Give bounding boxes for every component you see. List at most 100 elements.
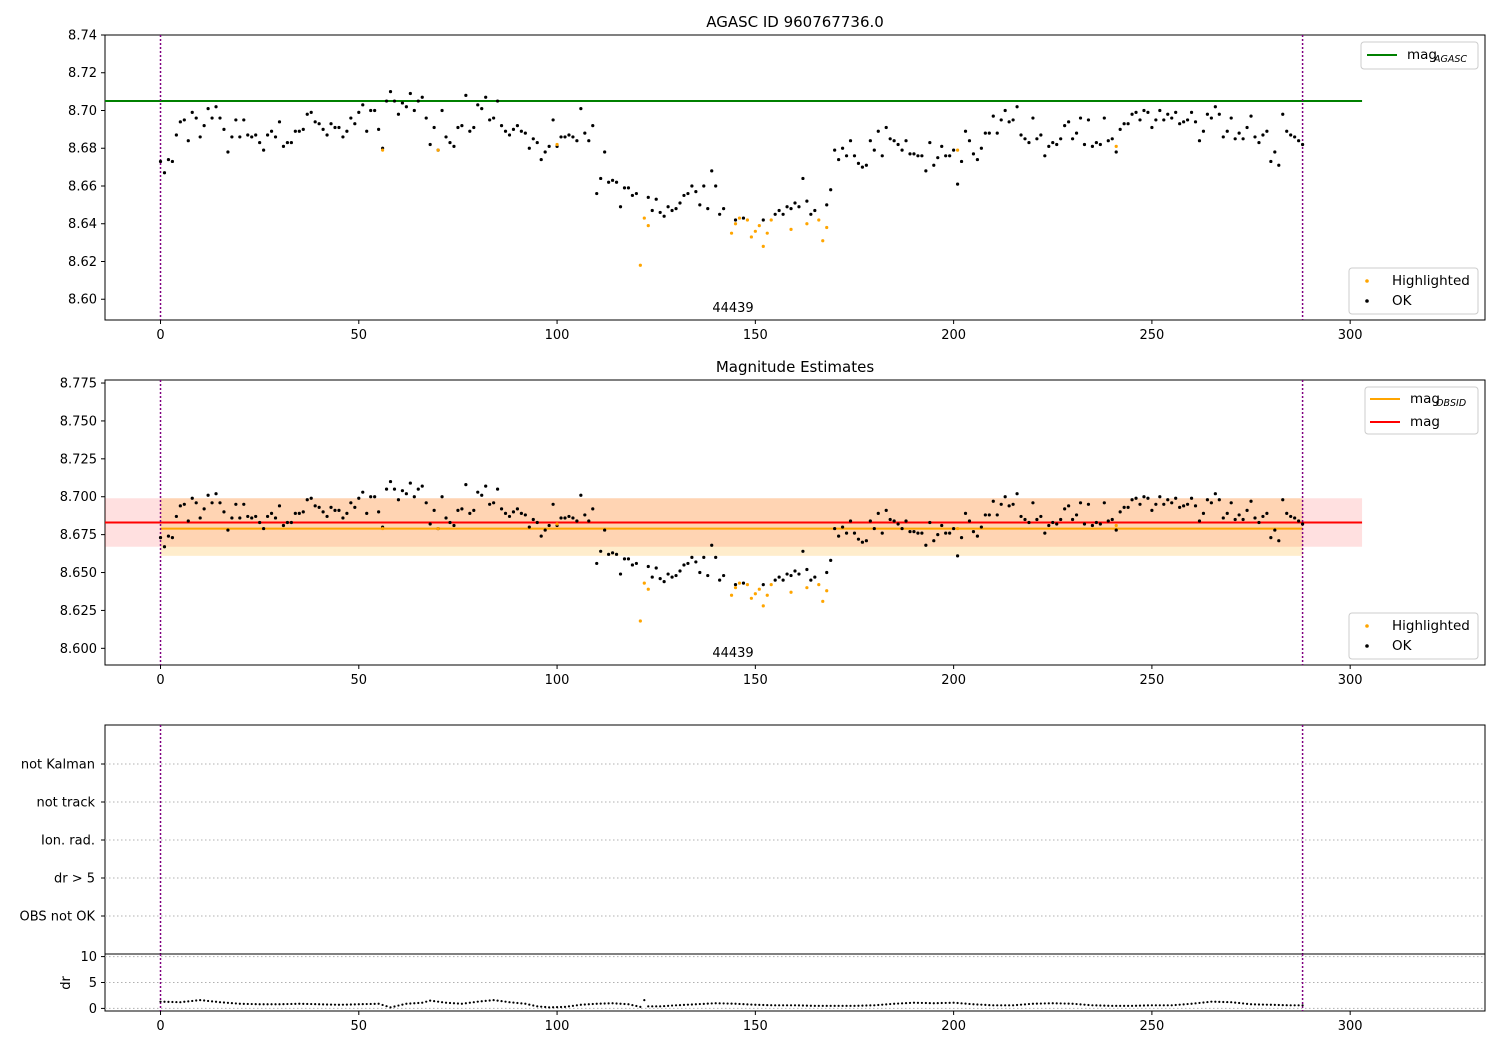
top-ok-point xyxy=(702,184,706,188)
mid-ok-point xyxy=(543,528,547,532)
mid-ok-point xyxy=(361,490,365,494)
mid-ok-point xyxy=(472,508,476,512)
dr-point xyxy=(437,1000,440,1003)
dr-point xyxy=(718,1002,721,1005)
top-ok-point xyxy=(876,129,880,133)
mid-ok-point xyxy=(678,569,682,573)
dr-point xyxy=(1182,1003,1185,1006)
dr-point xyxy=(1214,1000,1217,1003)
mid-ok-point xyxy=(353,505,357,509)
mid-ok-point xyxy=(912,529,916,534)
mid-ok-point xyxy=(250,516,254,520)
mid-ok-point xyxy=(888,517,892,522)
dr-point xyxy=(230,1002,233,1005)
top-ok-point xyxy=(1154,118,1158,122)
top-ok-point xyxy=(848,139,853,143)
mid-xtick-label: 100 xyxy=(545,673,570,688)
top-ok-point xyxy=(373,108,377,113)
dr-point xyxy=(1019,1003,1023,1006)
dr-point xyxy=(282,1003,285,1006)
dr-point xyxy=(262,1003,265,1006)
dr-point xyxy=(944,1001,947,1005)
dr-point xyxy=(710,1002,713,1005)
dr-point xyxy=(849,1004,852,1007)
top-ok-point xyxy=(599,176,603,181)
dr-point xyxy=(397,1004,400,1007)
mid-ok-point xyxy=(607,552,611,556)
dr-xtick-label: 250 xyxy=(1139,1019,1164,1034)
top-ok-point xyxy=(519,129,523,133)
mid-ok-point xyxy=(626,557,631,561)
mid-ok-point xyxy=(1122,505,1126,509)
dr-point xyxy=(254,1003,257,1006)
top-ok-point xyxy=(714,184,718,188)
top-ok-point xyxy=(912,152,916,156)
dr-point xyxy=(940,1001,943,1005)
mid-ok-point xyxy=(1225,511,1229,516)
top-highlighted-point xyxy=(757,224,761,228)
top-ok-point xyxy=(1285,129,1289,133)
mid-ok-point xyxy=(995,513,999,517)
dr-point xyxy=(171,1000,174,1004)
top-ok-point xyxy=(1043,154,1047,158)
dr-point xyxy=(1226,1000,1229,1004)
top-ok-point xyxy=(499,123,504,128)
mid-highlighted-point xyxy=(646,587,650,591)
dr-point xyxy=(667,1004,670,1007)
top-ok-point xyxy=(1134,110,1138,114)
top-ok-point xyxy=(293,129,297,133)
top-highlighted-point xyxy=(821,239,825,243)
top-ok-point xyxy=(1126,122,1130,126)
dr-point xyxy=(635,1004,638,1008)
mid-ytick-label: 8.725 xyxy=(60,452,97,467)
dr-point xyxy=(302,1002,305,1005)
dr-point xyxy=(175,1000,178,1004)
mid-ok-point xyxy=(468,511,472,516)
mid-ok-point xyxy=(916,531,920,535)
mid-ok-point xyxy=(848,519,853,523)
top-ok-point xyxy=(678,201,682,205)
dr-point xyxy=(1245,1002,1249,1005)
top-ok-point xyxy=(281,144,286,148)
mid-ok-point xyxy=(214,492,218,496)
dr-point xyxy=(615,1002,618,1005)
top-ok-point xyxy=(856,161,861,165)
mid-ok-point xyxy=(285,520,290,525)
top-ok-point xyxy=(959,159,964,164)
dr-point xyxy=(916,1001,920,1004)
dr-point xyxy=(496,999,499,1002)
mid-ok-point xyxy=(1170,501,1174,505)
top-ok-point xyxy=(666,205,670,209)
top-ok-point xyxy=(1031,116,1035,120)
dr-point xyxy=(575,1004,578,1007)
dr-point xyxy=(429,999,432,1002)
dr-point xyxy=(500,1000,503,1003)
mid-ok-point xyxy=(1217,498,1221,502)
top-ok-point xyxy=(400,101,405,105)
top-ok-point xyxy=(488,118,492,122)
mid-ok-point xyxy=(733,583,738,587)
dr-point xyxy=(1071,1002,1074,1005)
top-ok-point xyxy=(357,110,361,114)
mid-ok-point xyxy=(1285,511,1289,516)
mid-y-ticks: 8.600 8.625 8.650 8.675 8.700 8.725 8.750 8.775 xyxy=(60,377,105,657)
top-ok-point xyxy=(872,148,876,152)
top-highlighted-point xyxy=(769,218,773,222)
dr-point xyxy=(452,1002,456,1005)
top-highlighted-point xyxy=(753,229,757,233)
mid-ok-point xyxy=(991,499,995,503)
dr-point xyxy=(512,1001,515,1004)
dr-point xyxy=(1059,1002,1062,1005)
top-ok-point xyxy=(936,156,940,160)
mid-ok-point xyxy=(654,566,658,570)
mid-legend-lines: mag OBSID mag xyxy=(1364,386,1479,435)
dr-point xyxy=(413,1002,416,1005)
dr-point xyxy=(663,1004,666,1008)
top-ok-point xyxy=(860,165,865,169)
dr-panel: 0 50 100 150 200 250 300 0 5 10 dr xyxy=(59,950,1486,1034)
mid-legend-ok-label: OK xyxy=(1392,638,1413,654)
dr-point xyxy=(829,1004,832,1007)
top-ok-point xyxy=(575,139,579,143)
mid-ok-point xyxy=(1106,519,1110,523)
dr-point xyxy=(797,1004,801,1007)
